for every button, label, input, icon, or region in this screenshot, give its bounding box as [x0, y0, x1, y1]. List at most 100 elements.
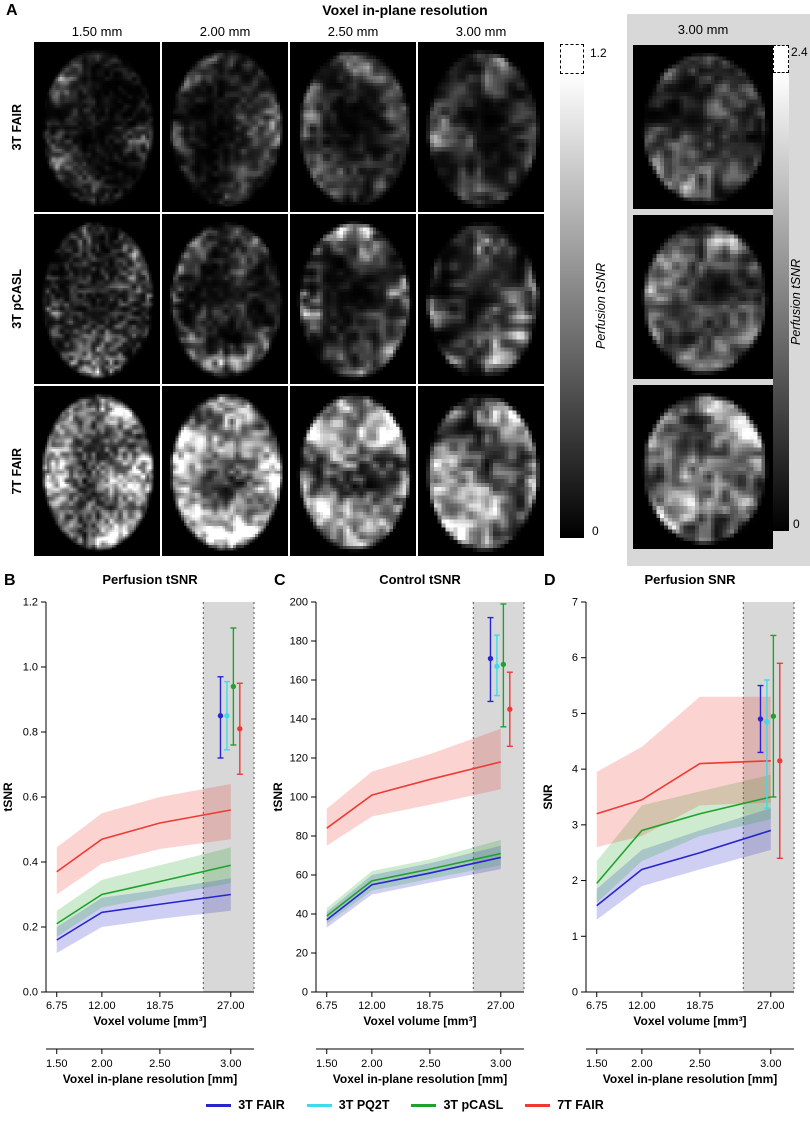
errorbar-point	[500, 603, 507, 728]
legend-item-3t-pcasl: 3T pCASL	[411, 1098, 503, 1112]
secondary-tick-label: 2.00	[361, 1058, 382, 1070]
secondary-tick-label: 2.50	[689, 1058, 710, 1070]
column-header-1: 1.50 mm	[71, 24, 123, 39]
series-line	[326, 856, 501, 921]
band	[596, 696, 771, 848]
chart-c-plot: 0 20 40 60 80 100 120 140 160 180 200 6.75 12.00 18.7…	[271, 597, 525, 1086]
inset-colorbar-gradient	[773, 73, 789, 531]
row-label-text: 7T FAIR	[10, 447, 24, 495]
secondary-tick-label: 2.00	[631, 1058, 652, 1070]
band	[326, 839, 501, 924]
panel-a-inset: 3.00 mm 2.4 0 Perfusion tSNR	[627, 14, 810, 566]
row-label-7t-fair: 7T FAIR	[6, 386, 28, 556]
chart-block-b: B Perfusion tSNR 0.0 0.2 0.4 0.6 0.8 1.0 1.2 6.…	[0, 572, 270, 1096]
band	[56, 784, 231, 895]
svg-text:1: 1	[572, 931, 578, 943]
legend-item-3t-pq2t: 3T PQ2T	[306, 1098, 389, 1112]
secondary-tick-label: 2.00	[91, 1058, 112, 1070]
x-axis-title: Voxel volume [mm³]	[93, 1014, 206, 1028]
svg-text:0.0: 0.0	[23, 987, 38, 999]
svg-text:0.6: 0.6	[23, 792, 38, 804]
series-line	[596, 829, 772, 907]
x-axis-title: Voxel volume [mm³]	[363, 1014, 476, 1028]
colorbar-gradient	[560, 74, 584, 538]
series-line	[596, 796, 771, 884]
svg-text:6: 6	[572, 652, 578, 664]
chart-b-title: Perfusion tSNR	[102, 572, 198, 587]
brain-image-3tfair-250	[290, 42, 416, 212]
errorbar-point	[763, 679, 770, 809]
inset-brain-image-3	[633, 385, 773, 549]
errorbar-point	[776, 662, 783, 859]
brain-image-3tfair-200	[162, 42, 288, 212]
svg-text:0.8: 0.8	[23, 727, 38, 739]
shaded-region	[472, 602, 525, 992]
svg-text:140: 140	[290, 714, 308, 726]
svg-text:18.75: 18.75	[416, 1000, 444, 1012]
band	[326, 728, 501, 846]
errorbar-point	[217, 676, 224, 759]
svg-text:180: 180	[290, 636, 308, 648]
secondary-axis	[46, 1048, 254, 1054]
svg-text:12.00: 12.00	[358, 1000, 386, 1012]
svg-text:6.75: 6.75	[316, 1000, 337, 1012]
brain-image-7tfair-250	[290, 386, 416, 556]
y-axis-title: tSNR	[271, 782, 285, 812]
row-label-3t-pcasl: 3T pCASL	[6, 214, 28, 384]
svg-text:6.75: 6.75	[586, 1000, 607, 1012]
svg-text:120: 120	[290, 753, 308, 765]
secondary-tick-label: 3.00	[490, 1058, 511, 1070]
svg-text:20: 20	[296, 948, 308, 960]
svg-text:18.75: 18.75	[146, 1000, 174, 1012]
secondary-tick-label: 3.00	[760, 1058, 781, 1070]
tick-labels: 0.0 0.2 0.4 0.6 0.8 1.0 1.2 6.75 12.00 18.75 27.00	[23, 597, 245, 1013]
secondary-axis-title: Voxel in-plane resolution [mm]	[63, 1072, 237, 1086]
legend-line-swatch-red	[525, 1103, 551, 1107]
y-axis-title: SNR	[541, 784, 555, 810]
series-line	[326, 761, 501, 829]
axes	[41, 601, 254, 997]
svg-text:200: 200	[290, 597, 308, 609]
colorbar-min-label: 0	[592, 524, 599, 538]
panel-d-label: D	[544, 572, 556, 589]
svg-text:1.2: 1.2	[23, 597, 38, 609]
errorbar-point	[493, 634, 500, 697]
y-axis-title: tSNR	[1, 782, 15, 812]
svg-text:5: 5	[572, 708, 578, 720]
colorbar-max-label: 1.2	[590, 46, 607, 60]
svg-text:27.00: 27.00	[487, 1000, 515, 1012]
chart-d-title: Perfusion SNR	[644, 572, 736, 587]
series-line	[56, 893, 231, 941]
svg-text:3: 3	[572, 819, 578, 831]
svg-text:40: 40	[296, 909, 308, 921]
legend-label: 7T FAIR	[557, 1098, 604, 1112]
tick-labels: 0 1 2 3 4 5 6 7 6.75 12.00 18.75 27.00	[572, 597, 785, 1013]
errorbar-point	[757, 684, 764, 754]
svg-text:4: 4	[572, 764, 578, 776]
brain-image-3tfair-300	[418, 42, 544, 212]
secondary-axis-title: Voxel in-plane resolution [mm]	[333, 1072, 507, 1086]
secondary-tick-label: 1.50	[316, 1058, 337, 1070]
series-line	[56, 864, 231, 925]
brain-image-3tpcasl-150	[34, 214, 160, 384]
svg-text:2: 2	[572, 875, 578, 887]
brain-image-7tfair-200	[162, 386, 288, 556]
brain-image-7tfair-300	[418, 386, 544, 556]
brain-image-3tpcasl-200	[162, 214, 288, 384]
svg-text:18.75: 18.75	[686, 1000, 714, 1012]
legend-label: 3T pCASL	[443, 1098, 504, 1112]
series-line	[56, 809, 231, 873]
series-line	[596, 759, 771, 815]
svg-text:0: 0	[302, 987, 308, 999]
panel-a-title: Voxel in-plane resolution	[322, 2, 488, 18]
chart-block-c: C Control tSNR 0 20 40 60 80 100 120 140 160 180 2…	[270, 572, 540, 1096]
panel-c-label: C	[274, 572, 286, 589]
legend-label: 3T FAIR	[238, 1098, 285, 1112]
secondary-tick-label: 1.50	[46, 1058, 67, 1070]
svg-text:100: 100	[290, 792, 308, 804]
svg-text:27.00: 27.00	[757, 1000, 785, 1012]
secondary-tick-label: 1.50	[586, 1058, 607, 1070]
axes	[581, 601, 794, 997]
column-header-4: 3.00 mm	[455, 24, 507, 39]
